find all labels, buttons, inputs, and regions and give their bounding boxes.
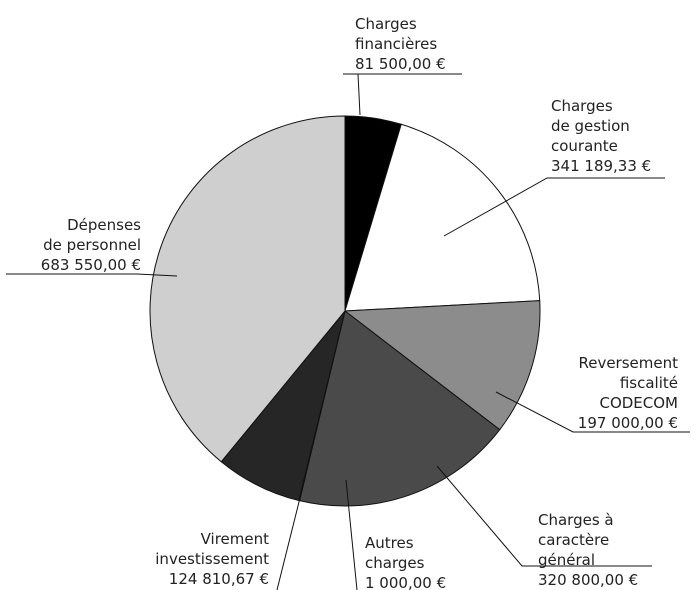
slice-label: de gestion — [551, 117, 630, 135]
slice-label: courante — [551, 137, 618, 155]
slice-label: Reversement — [578, 354, 678, 372]
leader-line — [6, 273, 178, 277]
slice-value-label: 197 000,00 € — [578, 414, 678, 432]
slice-label: Virement — [201, 530, 270, 548]
slice-label: CODECOM — [599, 394, 678, 412]
slice-labels: Charges financières 81 500,00 € Charges de g… — [41, 15, 678, 590]
slice-label: Charges — [551, 97, 613, 115]
slice-label: charges — [365, 554, 425, 572]
slice-label: Dépenses — [67, 216, 141, 234]
slice-label: financières — [355, 35, 437, 53]
slice-label: général — [538, 551, 595, 569]
pie-slice — [149, 115, 346, 463]
leader-lines — [6, 73, 690, 590]
slice-label: fiscalité — [620, 374, 678, 392]
leader-line — [276, 477, 306, 590]
slice-label: Autres — [365, 534, 414, 552]
slice-value-label: 320 800,00 € — [538, 571, 638, 589]
leader-line — [495, 391, 690, 433]
slice-label: investissement — [155, 550, 269, 568]
pie-slice — [343, 300, 541, 431]
slice-value-label: 124 810,67 € — [169, 570, 269, 588]
pie-slices — [149, 115, 541, 507]
slice-label: Charges à — [538, 511, 614, 529]
slice-label: caractère — [538, 531, 609, 549]
pie-slice — [344, 123, 541, 312]
leader-line — [345, 479, 358, 590]
slice-label: de personnel — [43, 236, 141, 254]
leader-line — [436, 465, 652, 567]
pie-slice — [298, 310, 501, 507]
slice-value-label: 341 189,33 € — [551, 157, 651, 175]
slice-label: Charges — [355, 15, 417, 33]
slice-value-label: 81 500,00 € — [355, 55, 446, 73]
slice-value-label: 1 000,00 € — [365, 574, 446, 590]
leader-line — [344, 73, 361, 116]
slice-value-label: 683 550,00 € — [41, 256, 141, 274]
leader-line — [443, 177, 665, 237]
